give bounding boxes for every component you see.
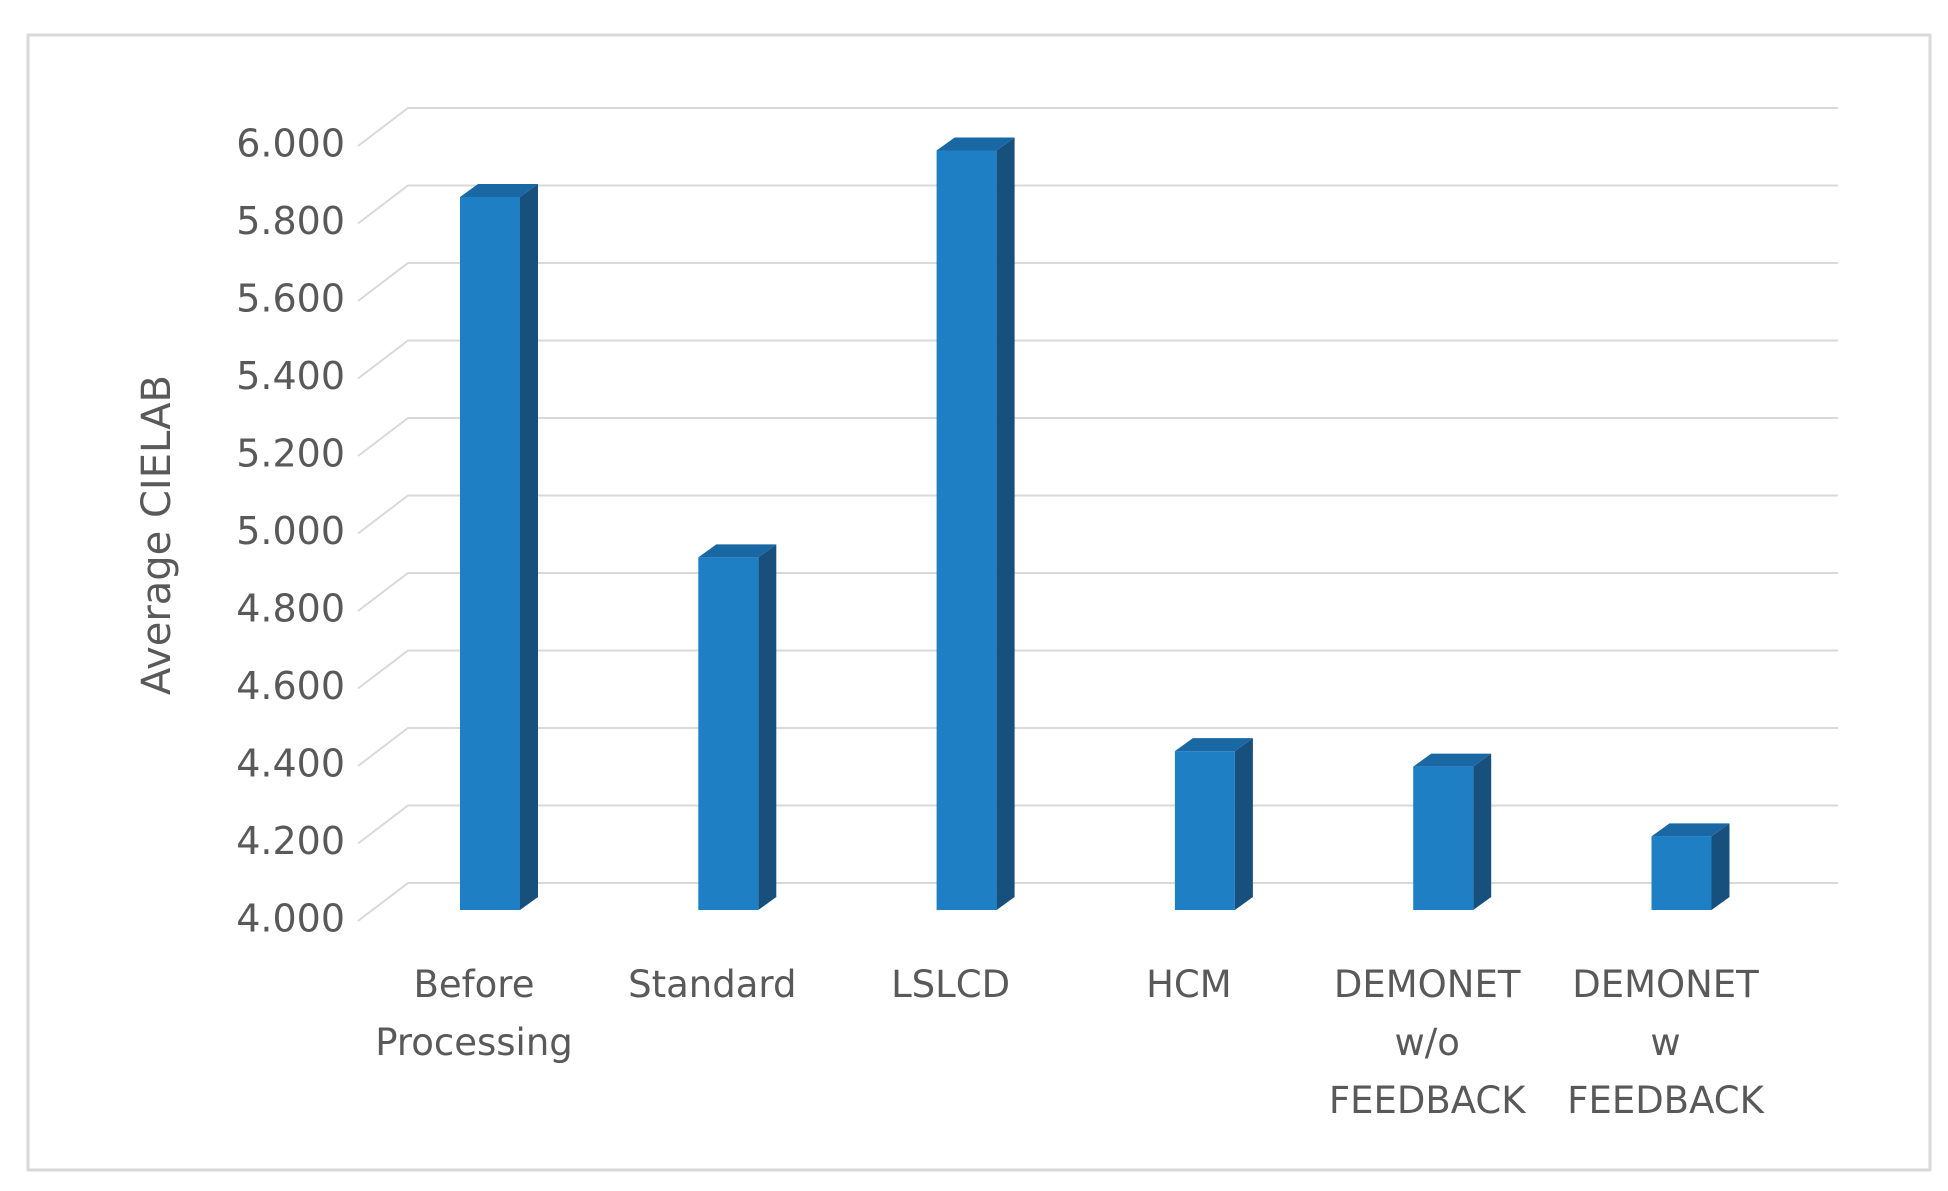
bar-front <box>936 150 997 910</box>
y-tick-label: 4.000 <box>236 897 345 941</box>
bar-front <box>1413 766 1474 910</box>
y-tick-label: 5.200 <box>236 432 345 476</box>
grid-line <box>357 882 1838 922</box>
bar-top <box>698 544 777 558</box>
bar-side <box>1234 738 1253 910</box>
y-axis-title: Average CIELAB <box>134 375 180 695</box>
x-tick-label: Standard <box>628 963 797 1006</box>
grid-line <box>357 572 1838 612</box>
bar-side <box>996 137 1015 910</box>
grid-line <box>357 494 1838 535</box>
y-tick-label: 4.800 <box>236 587 345 631</box>
grid-line <box>357 339 1838 380</box>
bar-top <box>1174 738 1253 752</box>
y-tick-label: 5.400 <box>236 354 345 398</box>
bar-top <box>1651 823 1730 837</box>
x-tick-label: HCM <box>1146 963 1232 1006</box>
bar-side <box>1473 753 1492 910</box>
bar-side <box>1711 823 1730 910</box>
grid-line <box>357 262 1838 302</box>
y-tick-label: 5.600 <box>236 277 345 321</box>
x-tick-label: Before Processing <box>375 963 573 1064</box>
grid-line <box>357 107 1838 147</box>
grid-line <box>357 417 1838 457</box>
bar-front <box>698 557 759 910</box>
y-tick-label: 5.000 <box>236 509 345 553</box>
x-tick-label: DEMONET w/o FEEDBACK <box>1328 963 1526 1122</box>
bar-top <box>936 137 1015 151</box>
bar-front <box>460 197 520 910</box>
bar-side <box>758 544 777 910</box>
y-tick-label: 4.400 <box>236 742 345 786</box>
grid-line <box>357 649 1838 690</box>
y-tick-label: 4.600 <box>236 664 345 708</box>
x-tick-label: LSLCD <box>891 963 1011 1006</box>
bar-top <box>1413 753 1492 767</box>
grid-line <box>357 727 1838 767</box>
y-tick-label: 6.000 <box>236 122 345 166</box>
x-tick-label: DEMONET w FEEDBACK <box>1567 963 1764 1122</box>
grid-line <box>357 184 1838 225</box>
bar-front <box>1174 751 1235 910</box>
bar-top <box>460 184 538 197</box>
bar-side <box>520 184 538 910</box>
grid-line <box>357 804 1838 845</box>
y-tick-label: 4.200 <box>236 819 345 863</box>
y-tick-label: 5.800 <box>236 199 345 243</box>
bar-front <box>1651 836 1712 910</box>
